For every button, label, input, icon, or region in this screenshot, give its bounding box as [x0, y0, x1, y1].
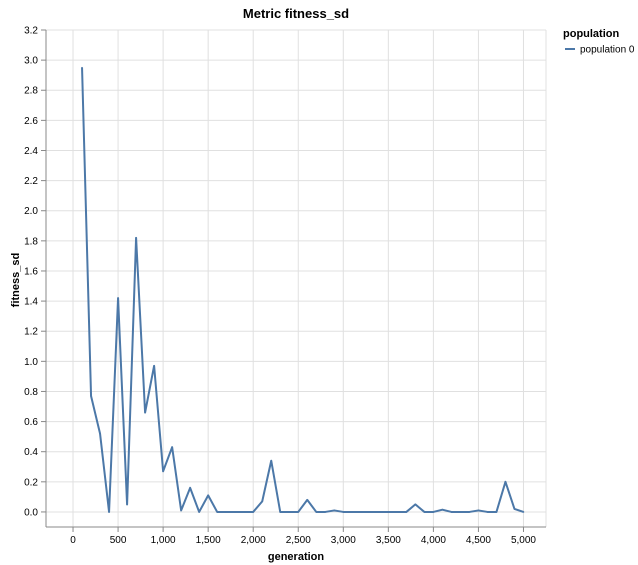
data-point	[396, 511, 399, 513]
data-point	[342, 511, 345, 513]
y-axis-title: fitness_sd	[10, 253, 22, 307]
data-point	[279, 511, 282, 513]
x-tick-label: 500	[110, 535, 127, 546]
y-tick-label: 2.2	[24, 176, 38, 187]
data-point	[180, 509, 182, 512]
y-tick-label: 2.4	[24, 146, 38, 157]
data-point	[189, 487, 191, 489]
data-point	[126, 503, 128, 506]
y-tick-label: 2.0	[24, 206, 38, 217]
data-point	[369, 511, 372, 513]
data-point	[234, 511, 236, 513]
data-point	[216, 511, 218, 513]
y-tick-label: 0.4	[24, 447, 38, 458]
data-point	[261, 500, 264, 503]
y-tick-label: 2.8	[24, 86, 38, 97]
data-point	[144, 411, 146, 414]
y-tick-label: 1.4	[24, 297, 38, 308]
data-point	[522, 511, 525, 513]
data-point	[324, 511, 327, 513]
data-point	[495, 511, 498, 513]
data-point	[504, 481, 507, 483]
data-point	[486, 511, 489, 513]
chart-series	[81, 66, 525, 513]
data-point	[405, 511, 408, 513]
y-tick-label: 3.2	[24, 26, 38, 37]
data-point	[513, 508, 516, 510]
legend-label: population 0	[580, 45, 635, 56]
data-point	[162, 470, 164, 473]
x-axis-title: generation	[268, 551, 325, 563]
x-tick-label: 1,000	[151, 535, 176, 546]
y-tick-label: 1.2	[24, 327, 38, 338]
y-tick-label: 0.8	[24, 387, 38, 398]
chart-legend[interactable]: population population 0	[563, 28, 635, 56]
data-point	[387, 511, 390, 513]
x-tick-label: 2,500	[286, 535, 311, 546]
data-point	[252, 511, 255, 513]
data-point	[315, 511, 318, 513]
data-point	[90, 395, 92, 397]
data-point	[459, 511, 462, 513]
data-point	[117, 297, 119, 299]
data-point	[378, 511, 381, 513]
data-point	[297, 511, 300, 513]
x-tick-label: 5,000	[511, 535, 536, 546]
data-point	[243, 511, 245, 513]
x-tick-label: 1,500	[196, 535, 221, 546]
data-point	[468, 511, 471, 513]
y-tick-label: 3.0	[24, 56, 38, 67]
data-point	[99, 432, 101, 435]
x-tick-label: 0	[70, 535, 76, 546]
data-point	[270, 459, 273, 462]
data-point	[288, 511, 291, 513]
legend-title: population	[563, 28, 619, 40]
chart-grid	[46, 29, 547, 527]
data-point	[414, 503, 417, 506]
data-point	[198, 511, 200, 513]
data-point	[423, 511, 426, 513]
data-point	[360, 511, 363, 513]
x-tick-label: 4,500	[466, 535, 491, 546]
data-point	[108, 511, 110, 513]
x-tick-label: 3,000	[331, 535, 356, 546]
data-point	[306, 499, 309, 501]
data-point	[351, 511, 354, 513]
data-point	[432, 511, 435, 513]
y-tick-label: 2.6	[24, 116, 38, 127]
y-tick-label: 0.6	[24, 417, 38, 428]
y-tick-label: 1.6	[24, 266, 38, 277]
chart-axes: 0 500 1,000 1,500 2,000 2,500 3,000 3,500 4,000 4…	[24, 26, 546, 546]
x-tick-label: 2,000	[241, 535, 266, 546]
y-tick-label: 1.0	[24, 357, 38, 368]
y-tick-label: 1.8	[24, 236, 38, 247]
data-point	[135, 237, 137, 239]
y-tick-label: 0.2	[24, 477, 38, 488]
data-point	[81, 66, 83, 69]
data-point	[477, 509, 480, 512]
x-tick-label: 3,500	[376, 535, 401, 546]
data-point	[171, 446, 173, 448]
y-tick-label: 0.0	[24, 507, 38, 518]
data-point	[450, 511, 453, 513]
data-point	[225, 511, 227, 513]
chart-title: Metric fitness_sd	[243, 6, 349, 21]
series-line-0	[81, 67, 524, 513]
data-point	[441, 508, 444, 511]
data-point	[333, 509, 336, 512]
data-point	[153, 365, 155, 367]
data-point	[207, 494, 209, 497]
x-tick-label: 4,000	[421, 535, 446, 546]
